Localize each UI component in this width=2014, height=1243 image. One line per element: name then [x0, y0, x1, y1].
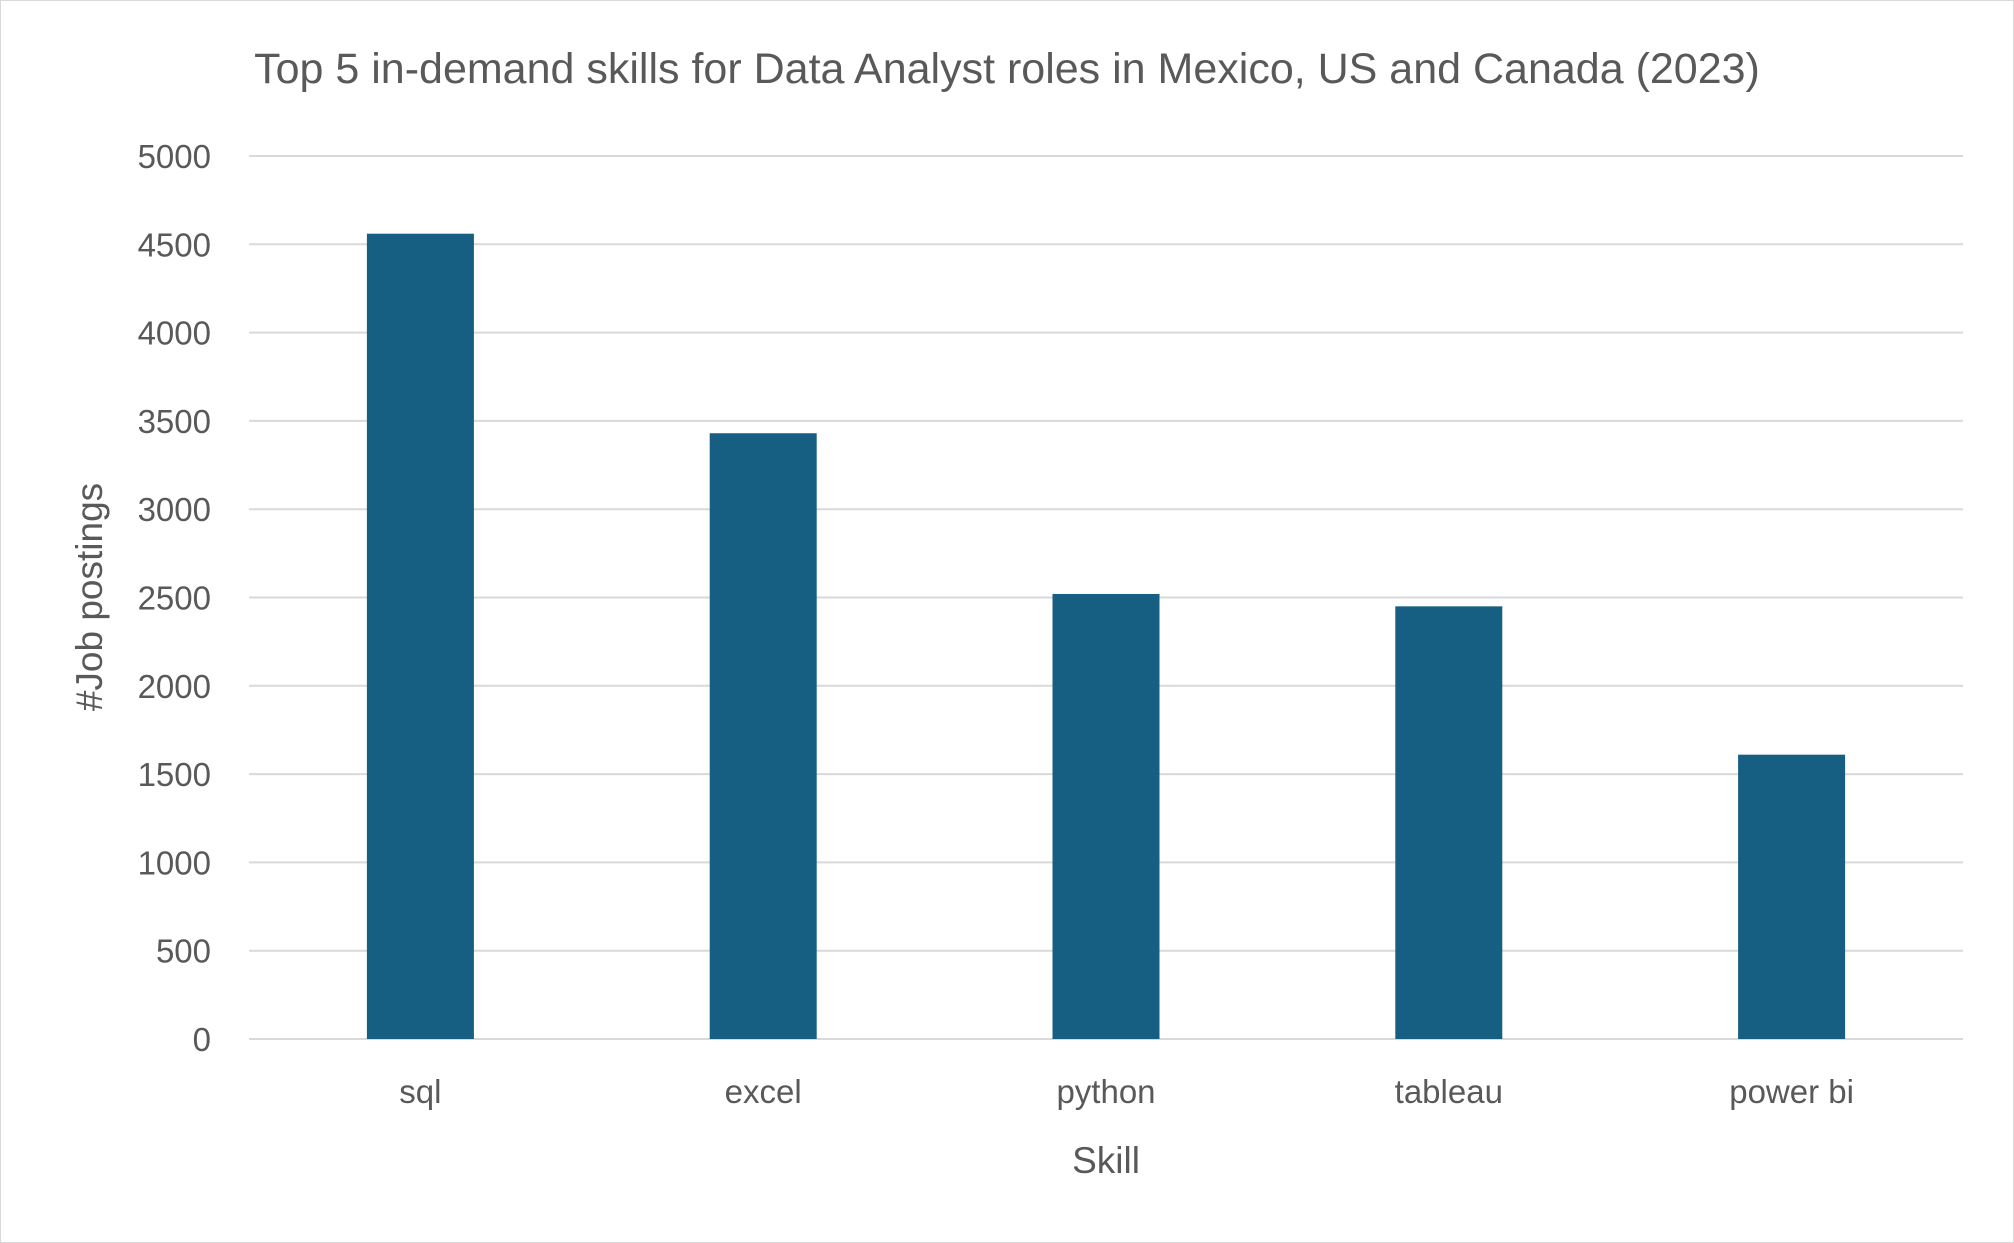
- x-tick-label: power bi: [1729, 1073, 1854, 1110]
- x-axis-title: Skill: [1072, 1140, 1140, 1181]
- y-tick-label: 3500: [138, 403, 211, 440]
- y-tick-label: 3000: [138, 491, 211, 528]
- y-tick-label: 4000: [138, 315, 211, 352]
- y-tick-label: 500: [156, 933, 211, 970]
- x-tick-label: python: [1056, 1073, 1155, 1110]
- bar-excel: [709, 433, 817, 1040]
- x-tick-label: sql: [399, 1073, 441, 1110]
- y-tick-label: 1500: [138, 756, 211, 793]
- y-tick-label: 4500: [138, 226, 211, 263]
- y-axis-tick-labels: 0 500 1000 1500 2000 2500 3000 3500 4000 4500 5000: [138, 138, 211, 1058]
- chart-title: Top 5 in-demand skills for Data Analyst …: [254, 45, 1760, 93]
- y-tick-label: 1000: [138, 844, 211, 881]
- y-tick-label: 2000: [138, 668, 211, 705]
- y-tick-label: 2500: [138, 580, 211, 617]
- x-tick-label: tableau: [1395, 1073, 1503, 1110]
- bar-power-bi: [1738, 754, 1846, 1039]
- x-tick-label: excel: [725, 1073, 802, 1110]
- y-tick-label: 5000: [138, 138, 211, 175]
- y-axis-title: #Job postings: [69, 483, 110, 711]
- bar-sql: [366, 233, 474, 1040]
- y-tick-label: 0: [193, 1021, 211, 1058]
- bar-python: [1052, 593, 1160, 1039]
- bar-tableau: [1395, 606, 1503, 1039]
- x-axis-tick-labels: sql excel python tableau power bi: [399, 1073, 1854, 1110]
- bars: [366, 233, 1846, 1040]
